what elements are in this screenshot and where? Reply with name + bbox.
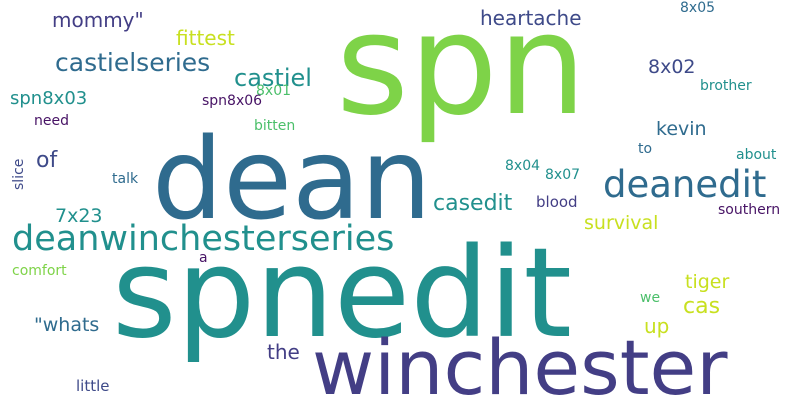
word-need: need <box>34 113 69 129</box>
word-of: of <box>36 148 58 173</box>
word-casedit: casedit <box>433 191 513 216</box>
word-we: we <box>640 290 661 306</box>
word-cas: cas <box>683 294 721 319</box>
word-comfort: comfort <box>12 263 67 279</box>
word-spn8x03: spn8x03 <box>10 88 88 109</box>
word-whats: "whats <box>34 314 100 336</box>
word-to: to <box>638 141 653 157</box>
word-spnedit: spnedit <box>112 222 572 366</box>
word-8x01: 8x01 <box>256 83 292 99</box>
word-deanedit: deanedit <box>603 163 767 206</box>
word-little: little <box>76 377 110 395</box>
word-8x07: 8x07 <box>545 167 581 183</box>
word-kevin: kevin <box>656 118 707 140</box>
word-the: the <box>267 340 300 364</box>
word-blood: blood <box>536 193 578 211</box>
word-bitten: bitten <box>254 118 296 134</box>
word-southern: southern <box>718 202 781 218</box>
word-brother: brother <box>700 78 752 94</box>
word-tiger: tiger <box>685 271 730 293</box>
word-mommy: mommy" <box>52 8 144 32</box>
word-a: a <box>199 250 208 266</box>
word-heartache: heartache <box>480 6 582 30</box>
word-about: about <box>736 147 777 163</box>
word-talk: talk <box>112 171 139 187</box>
word-castiel: castiel <box>234 64 312 92</box>
word-8x04: 8x04 <box>505 158 541 174</box>
word-spn8x06: spn8x06 <box>202 93 263 109</box>
word-dean: dean <box>152 115 432 245</box>
word-slice: slice <box>11 158 27 190</box>
word-castielseries: castielseries <box>55 48 211 77</box>
word-winchester: winchester <box>312 323 728 400</box>
word-up: up <box>644 314 670 338</box>
word-8x05: 8x05 <box>680 0 716 16</box>
word-8x02: 8x02 <box>648 56 696 78</box>
word-deanwinchesterseries: deanwinchesterseries <box>12 219 395 259</box>
word-spn: spn <box>336 0 587 147</box>
word-7x23: 7x23 <box>55 205 103 227</box>
word-survival: survival <box>584 212 659 234</box>
word-fittest: fittest <box>176 26 235 50</box>
